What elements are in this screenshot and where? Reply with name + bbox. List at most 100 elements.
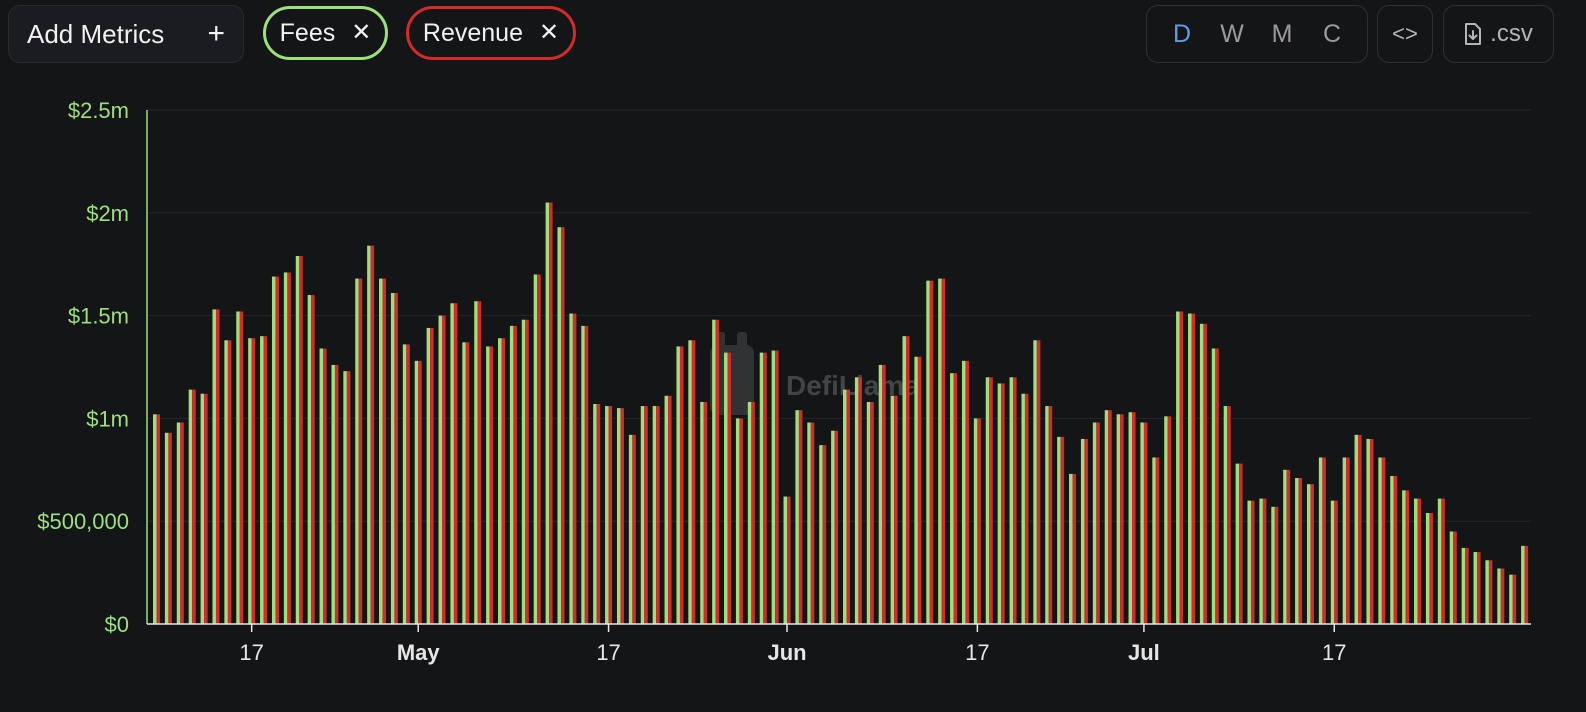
bar-revenue[interactable] <box>1310 484 1314 624</box>
bar-fees[interactable] <box>961 360 966 624</box>
bar-revenue[interactable] <box>192 389 196 624</box>
bar-fees[interactable] <box>926 280 930 624</box>
bar-fees[interactable] <box>1366 438 1370 624</box>
bar-fees[interactable] <box>426 327 431 624</box>
bar-fees[interactable] <box>1497 568 1501 624</box>
period-weekly-button[interactable]: W <box>1220 19 1244 48</box>
bar-revenue[interactable] <box>1453 531 1457 624</box>
bar-fees[interactable] <box>1188 313 1192 624</box>
bar-fees[interactable] <box>438 315 443 624</box>
bar-revenue[interactable] <box>977 418 981 624</box>
bar-revenue[interactable] <box>525 319 529 624</box>
bar-revenue[interactable] <box>168 432 172 624</box>
bar-revenue[interactable] <box>1227 406 1231 624</box>
bar-fees[interactable] <box>176 422 181 624</box>
embed-button[interactable]: <> <box>1377 5 1433 63</box>
bar-fees[interactable] <box>212 309 216 624</box>
bar-fees[interactable] <box>938 278 942 624</box>
add-metrics-button[interactable]: Add Metrics + <box>8 5 244 63</box>
bar-revenue[interactable] <box>858 377 862 624</box>
bar-revenue[interactable] <box>1036 340 1041 624</box>
bar-revenue[interactable] <box>406 344 410 624</box>
bar-revenue[interactable] <box>418 360 422 624</box>
bar-revenue[interactable] <box>358 278 363 624</box>
bar-revenue[interactable] <box>1167 416 1172 624</box>
bar-revenue[interactable] <box>1381 457 1386 624</box>
bar-fees[interactable] <box>355 278 359 624</box>
bar-revenue[interactable] <box>370 245 375 624</box>
bar-revenue[interactable] <box>549 202 553 624</box>
bar-revenue[interactable] <box>596 404 601 624</box>
bar-fees[interactable] <box>1414 498 1418 624</box>
bar-fees[interactable] <box>533 274 538 624</box>
bar-revenue[interactable] <box>870 401 874 624</box>
bar-fees[interactable] <box>331 364 335 624</box>
bar-revenue[interactable] <box>323 348 327 625</box>
bar-revenue[interactable] <box>1346 457 1350 624</box>
bar-fees[interactable] <box>1057 436 1061 624</box>
bar-fees[interactable] <box>509 325 514 624</box>
bar-fees[interactable] <box>1176 311 1180 624</box>
bar-fees[interactable] <box>367 245 371 624</box>
bar-fees[interactable] <box>153 414 157 624</box>
bar-fees[interactable] <box>1473 552 1478 624</box>
period-monthly-button[interactable]: M <box>1271 19 1293 48</box>
metric-pill-fees[interactable]: Fees ✕ <box>263 6 388 60</box>
bar-fees[interactable] <box>521 319 526 624</box>
bar-fees[interactable] <box>676 346 680 624</box>
csv-download-button[interactable]: .csv <box>1443 5 1554 63</box>
bar-revenue[interactable] <box>1096 422 1100 624</box>
bar-revenue[interactable] <box>501 338 506 624</box>
bar-fees[interactable] <box>724 352 728 624</box>
bar-revenue[interactable] <box>430 327 434 624</box>
bar-fees[interactable] <box>236 311 240 624</box>
bar-revenue[interactable] <box>775 350 779 624</box>
bar-revenue[interactable] <box>1274 506 1279 624</box>
bar-revenue[interactable] <box>215 309 220 624</box>
bar-revenue[interactable] <box>1298 478 1303 624</box>
bar-fees[interactable] <box>498 338 502 624</box>
bar-fees[interactable] <box>1521 545 1525 624</box>
bar-revenue[interactable] <box>1143 422 1148 624</box>
bar-revenue[interactable] <box>620 408 624 624</box>
bar-fees[interactable] <box>271 276 276 624</box>
bar-revenue[interactable] <box>442 315 446 624</box>
bar-fees[interactable] <box>462 342 466 624</box>
bar-fees[interactable] <box>295 255 300 625</box>
bar-revenue[interactable] <box>644 406 648 624</box>
bar-revenue[interactable] <box>1286 469 1291 624</box>
bar-revenue[interactable] <box>608 406 613 624</box>
bar-revenue[interactable] <box>1417 498 1422 624</box>
bar-fees[interactable] <box>1342 457 1347 624</box>
bar-fees[interactable] <box>414 360 419 624</box>
bar-revenue[interactable] <box>739 418 743 624</box>
bar-revenue[interactable] <box>1203 323 1207 624</box>
bar-revenue[interactable] <box>489 346 494 624</box>
bar-fees[interactable] <box>688 340 692 624</box>
bar-revenue[interactable] <box>1358 434 1362 624</box>
bar-revenue[interactable] <box>1405 490 1410 624</box>
bar-fees[interactable] <box>1318 457 1323 624</box>
bar-revenue[interactable] <box>477 301 482 624</box>
bar-fees[interactable] <box>664 395 669 624</box>
bar-fees[interactable] <box>200 393 205 624</box>
bar-fees[interactable] <box>997 383 1002 624</box>
period-cumulative-button[interactable]: C <box>1322 19 1342 48</box>
bar-fees[interactable] <box>283 272 288 624</box>
bar-revenue[interactable] <box>311 295 315 624</box>
bar-fees[interactable] <box>1009 377 1014 624</box>
bar-fees[interactable] <box>1223 406 1228 624</box>
bar-fees[interactable] <box>1247 500 1251 624</box>
bar-revenue[interactable] <box>275 276 279 624</box>
bar-fees[interactable] <box>545 202 550 624</box>
bar-fees[interactable] <box>581 325 585 624</box>
bar-revenue[interactable] <box>715 319 720 624</box>
bar-revenue[interactable] <box>227 340 232 624</box>
bar-fees[interactable] <box>1295 478 1299 624</box>
bar-revenue[interactable] <box>1132 412 1136 624</box>
bar-fees[interactable] <box>1378 457 1382 624</box>
bar-revenue[interactable] <box>513 325 517 624</box>
bar-fees[interactable] <box>188 389 193 624</box>
bar-fees[interactable] <box>1164 416 1168 624</box>
bar-revenue[interactable] <box>537 274 541 624</box>
